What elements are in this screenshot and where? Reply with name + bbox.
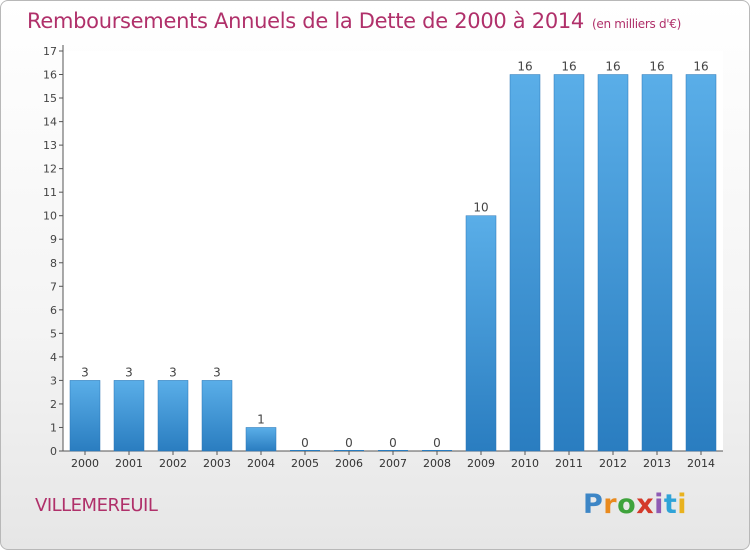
bar-2002 bbox=[157, 380, 189, 452]
y-tick-label: 12 bbox=[43, 163, 57, 176]
chart-title: Remboursements Annuels de la Dette de 20… bbox=[27, 9, 681, 33]
x-tick-label: 2014 bbox=[687, 457, 715, 470]
data-label-2009: 10 bbox=[473, 201, 488, 215]
proxiti-logo: Proxiti bbox=[583, 489, 688, 520]
y-tick-label: 10 bbox=[43, 210, 57, 223]
y-tick-label: 3 bbox=[50, 374, 57, 387]
y-tick-label: 6 bbox=[50, 304, 57, 317]
x-tick-label: 2006 bbox=[335, 457, 363, 470]
y-tick-label: 8 bbox=[50, 257, 57, 270]
data-label-2005: 0 bbox=[301, 436, 309, 450]
data-label-2003: 3 bbox=[213, 365, 221, 379]
x-tick-label: 2010 bbox=[511, 457, 539, 470]
chart-title-text: Remboursements Annuels de la Dette de 20… bbox=[27, 9, 584, 33]
data-label-2008: 0 bbox=[433, 436, 441, 450]
y-tick-label: 4 bbox=[50, 351, 57, 364]
bars bbox=[69, 74, 717, 452]
data-label-2010: 16 bbox=[517, 60, 532, 74]
data-label-2007: 0 bbox=[389, 436, 397, 450]
bar-2013 bbox=[641, 74, 673, 452]
y-tick-label: 2 bbox=[50, 398, 57, 411]
bar-2004 bbox=[245, 427, 277, 452]
x-tick-label: 2001 bbox=[115, 457, 143, 470]
y-tick-label: 7 bbox=[50, 280, 57, 293]
bar-2003 bbox=[201, 380, 233, 452]
data-label-2004: 1 bbox=[257, 412, 265, 426]
x-tick-label: 2005 bbox=[291, 457, 319, 470]
x-tick-label: 2012 bbox=[599, 457, 627, 470]
commune-name: VILLEMEREUIL bbox=[35, 495, 158, 516]
data-label-2013: 16 bbox=[649, 60, 664, 74]
x-tick-label: 2007 bbox=[379, 457, 407, 470]
y-tick-label: 14 bbox=[43, 116, 57, 129]
x-tick-label: 2009 bbox=[467, 457, 495, 470]
y-tick-label: 11 bbox=[43, 186, 57, 199]
data-label-2014: 16 bbox=[693, 60, 708, 74]
y-tick-label: 1 bbox=[50, 421, 57, 434]
data-label-2006: 0 bbox=[345, 436, 353, 450]
bar-2010 bbox=[509, 74, 541, 452]
x-tick-label: 2008 bbox=[423, 457, 451, 470]
y-tick-label: 16 bbox=[43, 69, 57, 82]
bar-2014 bbox=[685, 74, 717, 452]
data-label-2000: 3 bbox=[81, 365, 89, 379]
data-label-2011: 16 bbox=[561, 60, 576, 74]
x-tick-label: 2003 bbox=[203, 457, 231, 470]
y-tick-label: 17 bbox=[43, 45, 57, 58]
bar-2009 bbox=[465, 215, 497, 452]
data-label-2012: 16 bbox=[605, 60, 620, 74]
x-tick-label: 2000 bbox=[71, 457, 99, 470]
bar-2000 bbox=[69, 380, 101, 452]
y-tick-label: 5 bbox=[50, 327, 57, 340]
x-tick-label: 2004 bbox=[247, 457, 275, 470]
data-label-2001: 3 bbox=[125, 365, 133, 379]
y-tick-label: 15 bbox=[43, 92, 57, 105]
x-tick-label: 2013 bbox=[643, 457, 671, 470]
data-label-2002: 3 bbox=[169, 365, 177, 379]
bar-2012 bbox=[597, 74, 629, 452]
x-tick-label: 2002 bbox=[159, 457, 187, 470]
bar-2001 bbox=[113, 380, 145, 452]
y-tick-label: 0 bbox=[50, 445, 57, 458]
y-tick-label: 9 bbox=[50, 233, 57, 246]
y-tick-label: 13 bbox=[43, 139, 57, 152]
bar-2011 bbox=[553, 74, 585, 452]
x-tick-label: 2011 bbox=[555, 457, 583, 470]
chart-unit: (en milliers d'€) bbox=[592, 17, 682, 31]
